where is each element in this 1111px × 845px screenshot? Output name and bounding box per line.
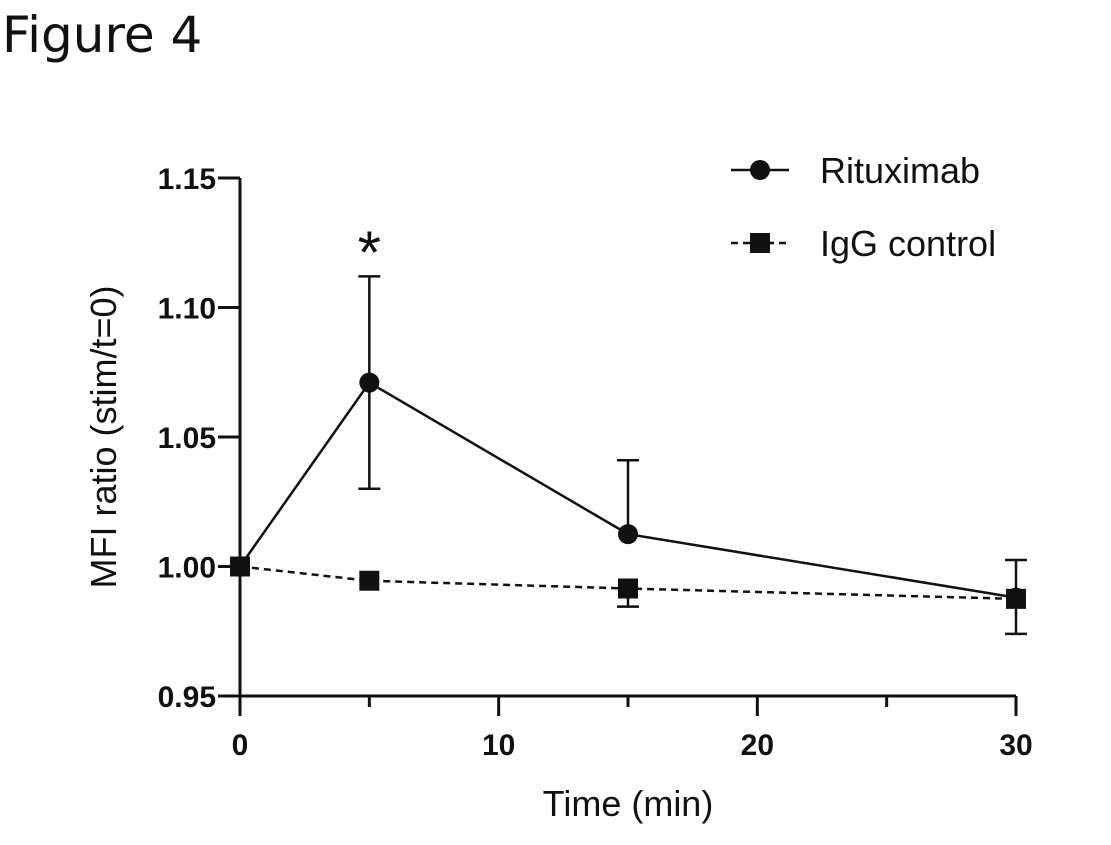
series-line-igg-control	[239, 565, 1017, 601]
legend-marker	[750, 160, 770, 180]
data-point	[618, 524, 638, 545]
y-tick-label: 1.15	[158, 163, 216, 196]
data-point	[230, 556, 250, 577]
series-line-rituximab	[238, 380, 1017, 599]
legend: Rituximab IgG control	[731, 150, 996, 264]
y-tick-label: 1.10	[158, 293, 216, 326]
x-tick-label: 20	[741, 729, 774, 762]
legend-marker	[750, 233, 770, 253]
error-bars	[358, 275, 1027, 636]
legend-label: IgG control	[820, 223, 996, 264]
x-tick-label: 0	[232, 729, 249, 762]
significance-marker: *	[358, 219, 381, 286]
data-point	[1006, 588, 1026, 609]
x-axis-title: Time (min)	[543, 783, 714, 824]
figure-title: Figure 4	[2, 6, 203, 64]
annotations: *	[358, 219, 381, 286]
x-tick-label: 10	[482, 729, 515, 762]
y-tick-label: 1.00	[158, 552, 216, 585]
y-tick-label: 0.95	[158, 681, 216, 714]
axes: 0.95 1.00 1.05 1.10 1.15 0 10 20 30	[158, 163, 1033, 762]
legend-label: Rituximab	[820, 150, 980, 191]
y-tick-label: 1.05	[158, 422, 216, 455]
y-axis-title: MFI ratio (stim/t=0)	[83, 285, 124, 588]
data-point	[618, 578, 638, 599]
data-point	[359, 570, 380, 591]
series-lines	[238, 380, 1017, 601]
data-markers	[230, 372, 1026, 609]
x-tick-label: 30	[999, 729, 1032, 762]
data-point	[359, 372, 380, 393]
